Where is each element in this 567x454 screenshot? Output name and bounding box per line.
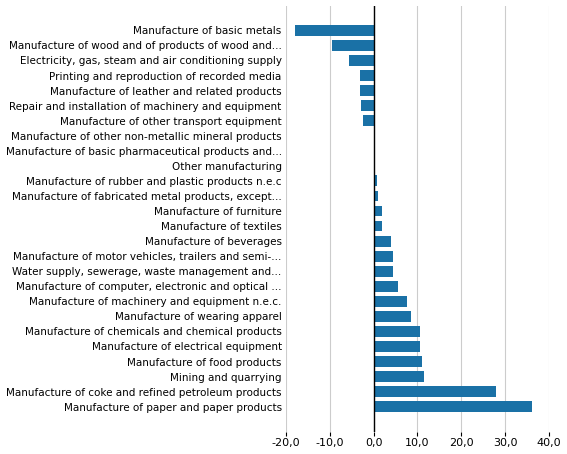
Bar	[374, 175, 377, 186]
Bar	[374, 326, 420, 337]
Bar	[363, 115, 374, 126]
Bar	[374, 206, 382, 217]
Bar	[374, 236, 391, 247]
Bar	[374, 251, 393, 262]
Bar	[361, 100, 374, 111]
Bar	[374, 266, 393, 276]
Bar	[349, 55, 374, 66]
Bar	[361, 85, 374, 96]
Bar	[374, 311, 411, 322]
Bar	[374, 356, 422, 367]
Bar	[374, 401, 532, 412]
Bar	[374, 341, 420, 352]
Bar	[374, 281, 397, 292]
Bar	[359, 70, 374, 81]
Bar	[332, 40, 374, 51]
Bar	[374, 191, 378, 202]
Bar	[295, 25, 374, 36]
Bar	[374, 386, 497, 397]
Bar	[374, 371, 424, 382]
Bar	[374, 221, 382, 232]
Bar	[374, 296, 407, 307]
